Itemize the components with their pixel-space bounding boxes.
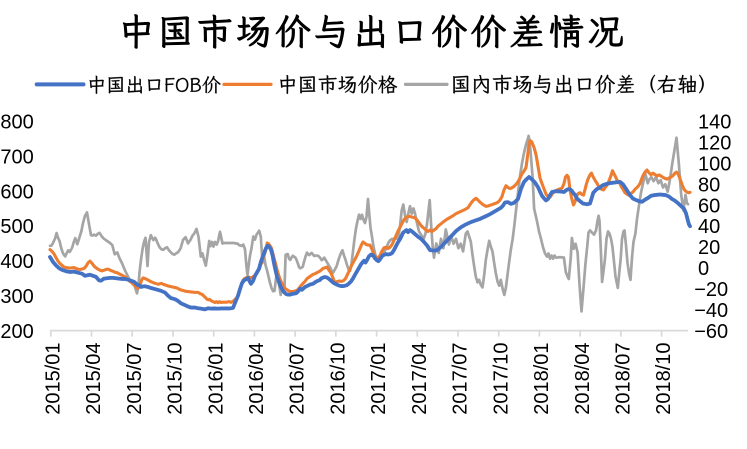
svg-text:0: 0 xyxy=(698,258,709,280)
svg-text:300: 300 xyxy=(0,286,33,308)
svg-text:80: 80 xyxy=(698,174,720,196)
svg-text:2016/10: 2016/10 xyxy=(327,343,349,415)
svg-text:200: 200 xyxy=(0,321,33,343)
svg-text:2017/10: 2017/10 xyxy=(490,343,512,415)
svg-text:−20: −20 xyxy=(694,279,728,301)
svg-text:2015/10: 2015/10 xyxy=(165,343,187,415)
svg-text:2017/01: 2017/01 xyxy=(368,343,390,415)
svg-text:2018/04: 2018/04 xyxy=(572,343,594,415)
svg-text:2018/10: 2018/10 xyxy=(653,343,675,415)
svg-text:400: 400 xyxy=(0,251,33,273)
svg-text:−40: −40 xyxy=(694,300,728,322)
svg-text:2017/04: 2017/04 xyxy=(409,343,431,415)
svg-text:100: 100 xyxy=(698,153,731,175)
svg-text:2015/01: 2015/01 xyxy=(42,343,64,415)
svg-text:2018/07: 2018/07 xyxy=(613,343,635,415)
svg-text:800: 800 xyxy=(0,112,33,134)
svg-text:500: 500 xyxy=(0,216,33,238)
svg-text:2015/07: 2015/07 xyxy=(124,343,146,415)
svg-text:2016/07: 2016/07 xyxy=(287,343,309,415)
svg-text:120: 120 xyxy=(698,132,731,154)
svg-text:2015/04: 2015/04 xyxy=(83,343,105,415)
svg-text:2016/04: 2016/04 xyxy=(246,343,268,415)
svg-text:140: 140 xyxy=(698,112,731,134)
svg-text:20: 20 xyxy=(698,237,720,259)
svg-text:600: 600 xyxy=(0,181,33,203)
svg-text:−60: −60 xyxy=(694,321,728,343)
svg-text:40: 40 xyxy=(698,216,720,238)
svg-text:2017/07: 2017/07 xyxy=(450,343,472,415)
svg-text:60: 60 xyxy=(698,195,720,217)
svg-text:700: 700 xyxy=(0,146,33,168)
svg-text:2016/01: 2016/01 xyxy=(205,343,227,415)
svg-text:2018/01: 2018/01 xyxy=(531,343,553,415)
